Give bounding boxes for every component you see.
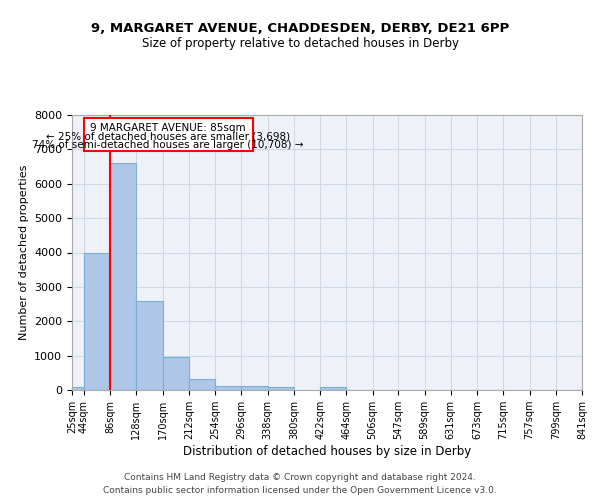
Bar bbox=[189, 379, 215, 390]
FancyBboxPatch shape bbox=[84, 118, 253, 151]
Bar bbox=[136, 300, 163, 390]
Text: 9 MARGARET AVENUE: 85sqm: 9 MARGARET AVENUE: 85sqm bbox=[91, 122, 246, 132]
Text: Contains public sector information licensed under the Open Government Licence v3: Contains public sector information licen… bbox=[103, 486, 497, 495]
Bar bbox=[163, 358, 189, 390]
Bar bbox=[72, 386, 84, 390]
Bar bbox=[268, 387, 294, 390]
Bar bbox=[110, 163, 136, 390]
Y-axis label: Number of detached properties: Number of detached properties bbox=[19, 165, 29, 340]
X-axis label: Distribution of detached houses by size in Derby: Distribution of detached houses by size … bbox=[183, 445, 471, 458]
Text: Contains HM Land Registry data © Crown copyright and database right 2024.: Contains HM Land Registry data © Crown c… bbox=[124, 474, 476, 482]
Text: Size of property relative to detached houses in Derby: Size of property relative to detached ho… bbox=[142, 38, 458, 51]
Text: 9, MARGARET AVENUE, CHADDESDEN, DERBY, DE21 6PP: 9, MARGARET AVENUE, CHADDESDEN, DERBY, D… bbox=[91, 22, 509, 36]
Bar bbox=[241, 386, 268, 390]
Bar bbox=[320, 387, 346, 390]
Bar bbox=[84, 252, 110, 390]
Bar bbox=[215, 386, 241, 390]
Text: ← 25% of detached houses are smaller (3,698): ← 25% of detached houses are smaller (3,… bbox=[46, 132, 290, 141]
Text: 74% of semi-detached houses are larger (10,708) →: 74% of semi-detached houses are larger (… bbox=[32, 140, 304, 150]
